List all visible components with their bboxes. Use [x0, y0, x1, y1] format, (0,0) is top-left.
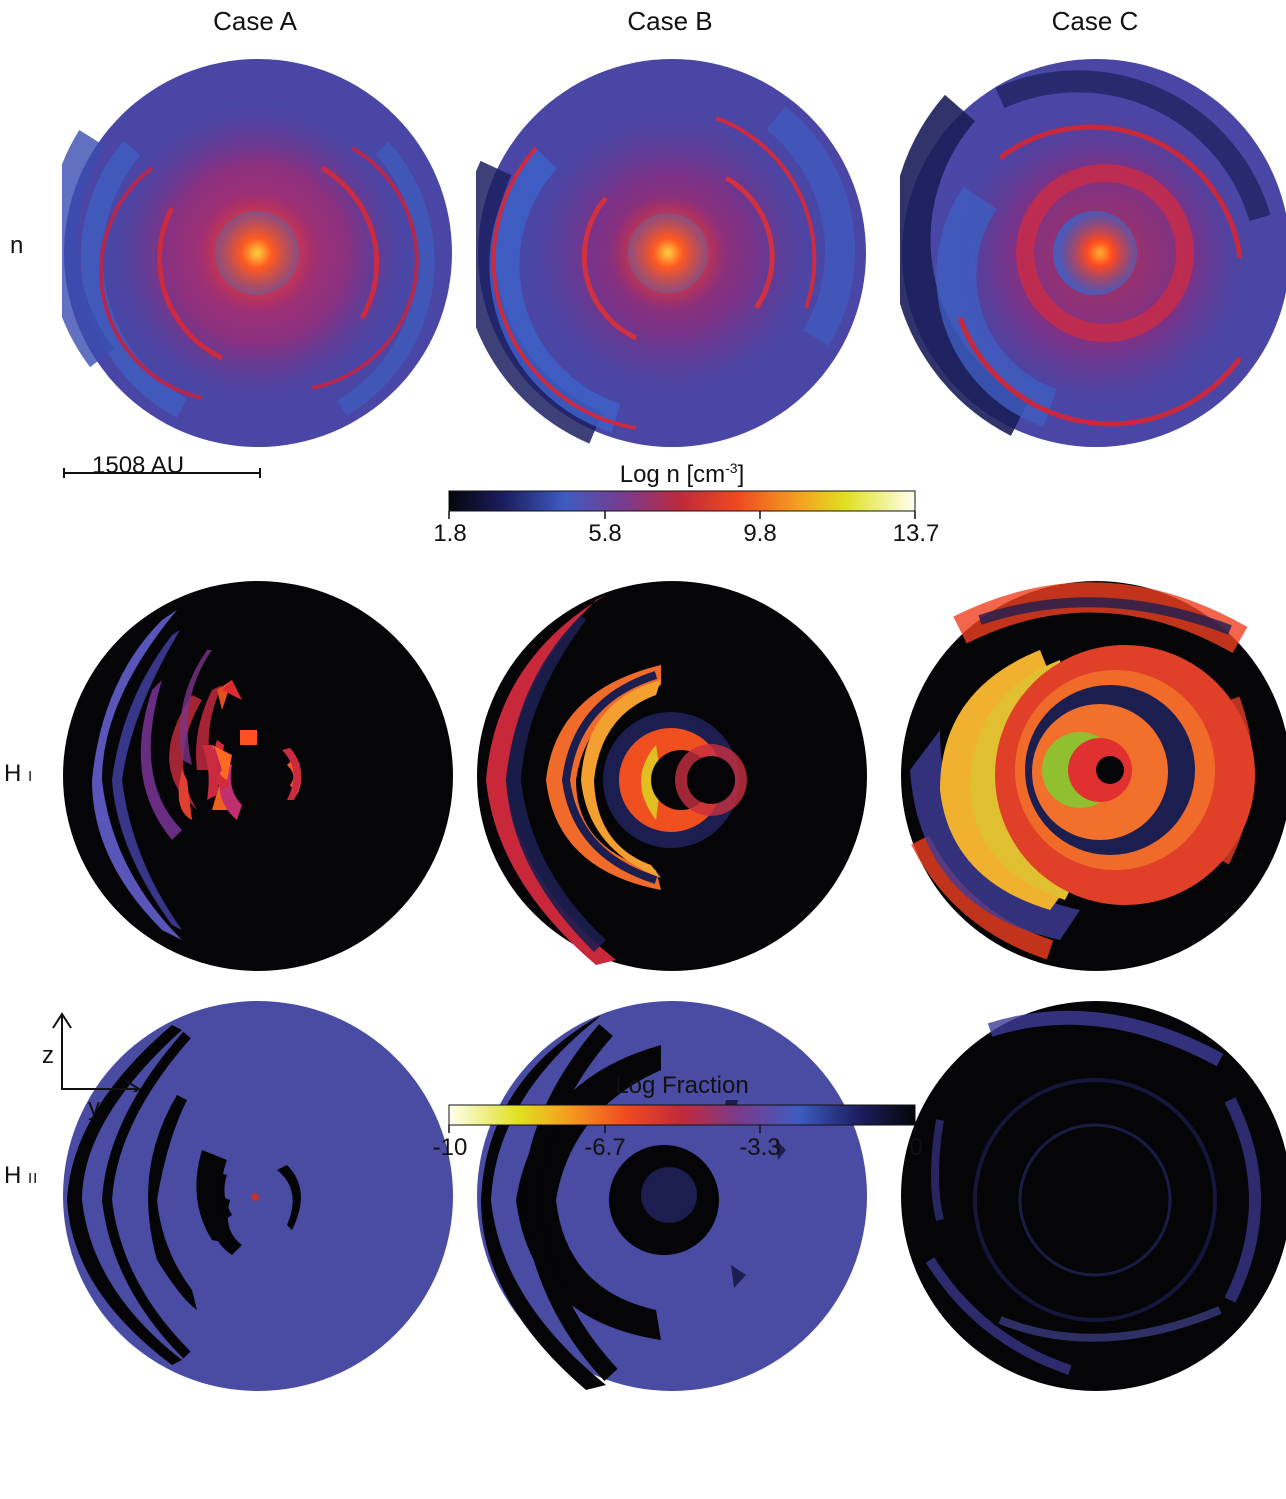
h2-panel-case-c — [901, 1001, 1286, 1391]
fraction-colorbar — [448, 1104, 916, 1133]
h2-panel-case-b — [477, 1001, 867, 1391]
row-label-h2-sub: II — [28, 1170, 39, 1187]
scale-bar — [63, 468, 261, 478]
axis-label-y: y — [88, 1094, 100, 1121]
density-colorbar-title-main: Log n [cm — [619, 461, 726, 488]
fraction-tick-3: -3.3 — [739, 1134, 781, 1161]
column-title-case-a: Case A — [213, 6, 297, 36]
axis-label-z: z — [42, 1042, 54, 1069]
column-title-case-c: Case C — [1051, 6, 1139, 36]
scale-bar-label: 1508 AU — [92, 452, 185, 479]
density-panel-case-b — [476, 59, 866, 447]
row-label-n-text: n — [10, 232, 24, 259]
fraction-tick-2: -6.7 — [584, 1134, 626, 1161]
fraction-colorbar-title: Log Fraction — [615, 1072, 749, 1099]
density-tick-3: 9.8 — [743, 520, 777, 547]
row-label-n: n — [10, 232, 23, 260]
column-title-case-b: Case B — [627, 6, 713, 36]
density-colorbar — [448, 490, 916, 519]
density-panel-case-a — [62, 59, 452, 447]
h1-panel-case-b — [477, 581, 867, 971]
row-label-h1-sub: I — [28, 768, 34, 785]
h2-panel-case-a — [63, 1001, 453, 1391]
h1-panel-case-c — [901, 581, 1286, 971]
density-colorbar-title-end: ] — [737, 461, 745, 488]
density-panel-case-c — [900, 59, 1286, 447]
density-tick-2: 5.8 — [588, 520, 622, 547]
row-label-h2: H II — [4, 1162, 38, 1190]
fraction-tick-1: -10 — [432, 1134, 468, 1161]
row-label-h2-main: H — [4, 1162, 22, 1189]
fraction-tick-4: 0 — [909, 1134, 923, 1161]
density-colorbar-title: Log n [cm-3] — [449, 460, 915, 489]
density-colorbar-title-sup: -3 — [725, 460, 738, 476]
row-label-h1-main: H — [4, 760, 22, 787]
axis-arrows — [52, 1012, 141, 1092]
density-tick-1: 1.8 — [433, 520, 467, 547]
h1-panel-case-a — [63, 581, 453, 971]
density-tick-4: 13.7 — [892, 520, 940, 547]
row-label-h1: H I — [4, 760, 33, 788]
